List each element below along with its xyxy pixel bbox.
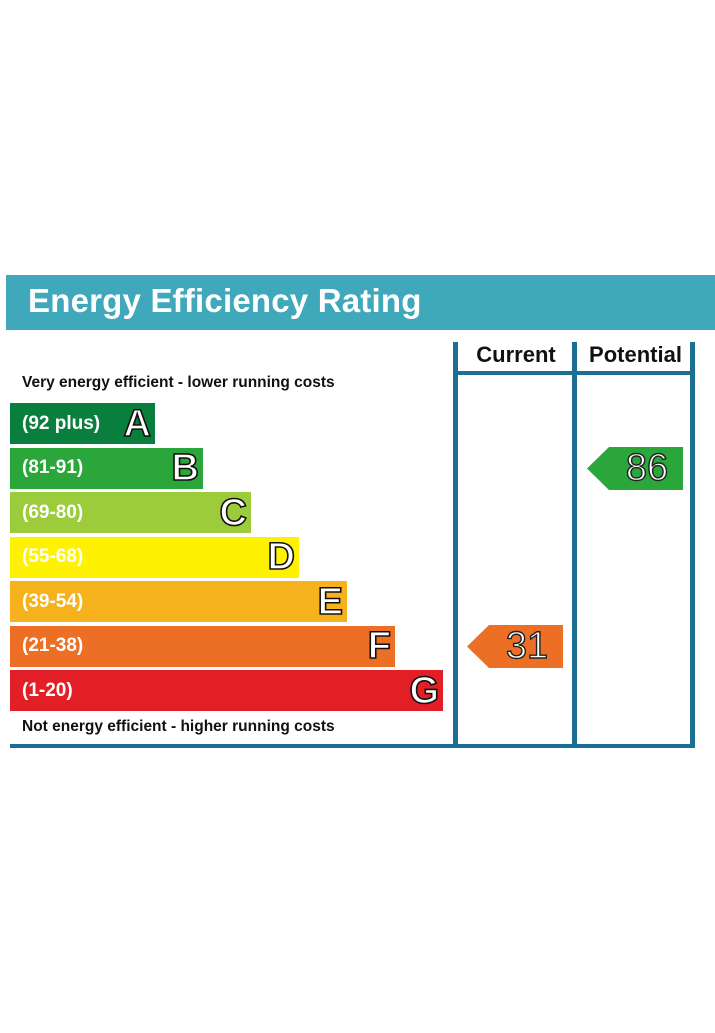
band-range-label: (69-80) [22, 501, 84, 523]
column-divider-left [453, 342, 458, 748]
band-d: (55-68) D [10, 536, 299, 578]
band-f: (21-38) F [10, 625, 395, 667]
band-letter: F [367, 625, 392, 667]
band-range-label: (92 plus) [22, 412, 101, 434]
column-header-potential: Potential [589, 342, 682, 367]
band-letter: C [219, 491, 248, 534]
description-top: Very energy efficient - lower running co… [22, 374, 335, 391]
band-c: (69-80) C [10, 492, 251, 533]
current-rating-arrow-value: 31 [505, 625, 549, 667]
potential-rating-arrow: 86 [587, 446, 683, 490]
current-rating-arrow: 31 [467, 624, 563, 668]
band-b: (81-91) B [10, 447, 203, 489]
band-range-label: (1-20) [22, 679, 73, 701]
band-range-label: (55-68) [22, 546, 84, 567]
column-divider-middle [572, 342, 577, 748]
band-a: (92 plus) A [10, 403, 155, 444]
band-letter: A [123, 402, 152, 445]
band-letter: E [317, 580, 344, 623]
column-header-underline [453, 371, 695, 375]
potential-rating-arrow-shape [587, 446, 683, 490]
potential-rating-arrow-value: 86 [625, 447, 669, 489]
column-divider-right [690, 342, 695, 748]
potential-rating-arrow-polygon [587, 446, 683, 490]
band-letter: G [409, 669, 440, 712]
band-range-label: (39-54) [22, 590, 84, 612]
description-bottom: Not energy efficient - higher running co… [22, 718, 335, 735]
band-g: (1-20) G [10, 670, 443, 711]
header-banner: Energy Efficiency Rating [6, 275, 715, 330]
column-header-current: Current [476, 342, 556, 367]
band-e: (39-54) E [10, 581, 347, 622]
band-range-label: (21-38) [22, 635, 84, 656]
chart-title: Energy Efficiency Rating [28, 282, 422, 319]
band-letter: D [267, 536, 296, 578]
band-range-label: (81-91) [22, 457, 84, 478]
band-letter: B [171, 447, 200, 489]
current-rating-arrow-shape [467, 624, 563, 668]
chart-bottom-line [10, 744, 695, 748]
current-rating-arrow-polygon [467, 624, 563, 668]
